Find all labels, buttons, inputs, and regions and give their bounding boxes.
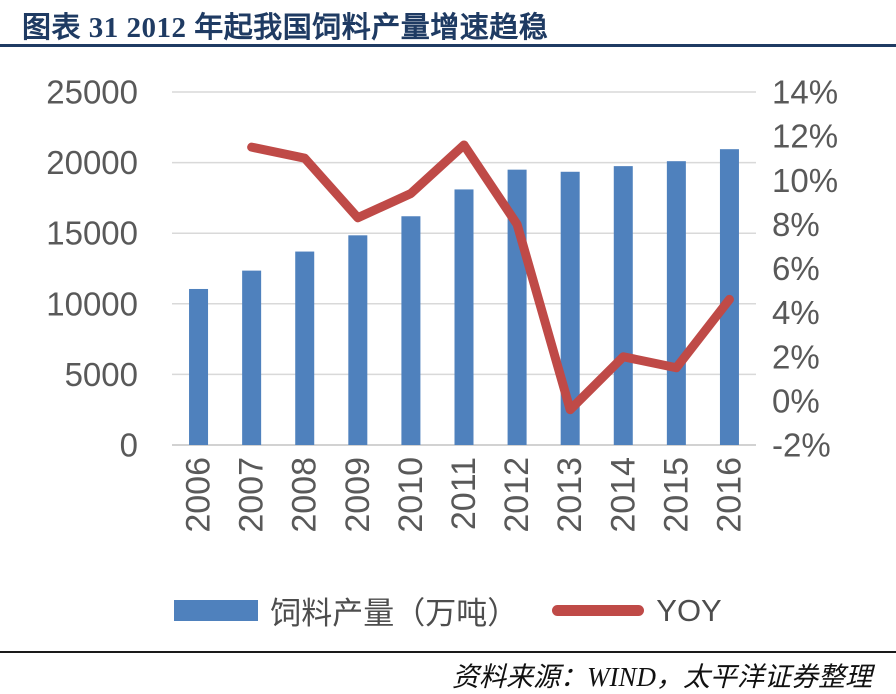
y-axis-right-tick: 2% — [772, 338, 820, 375]
bar-series-swatch — [174, 600, 259, 621]
data-source-note: 资料来源：WIND，太平洋证券整理 — [452, 662, 872, 692]
x-axis-label-2014: 2014 — [604, 457, 642, 533]
y-axis-right-tick: -2% — [772, 427, 831, 464]
y-axis-right-tick: 8% — [772, 206, 820, 243]
y-axis-left-tick: 0 — [120, 427, 138, 464]
legend-item-production: 饲料产量（万吨） — [174, 588, 518, 633]
x-axis-label-2011: 2011 — [445, 457, 483, 530]
y-axis-right-tick: 4% — [772, 294, 820, 331]
footer-divider — [0, 651, 896, 653]
bar-2013 — [560, 171, 580, 445]
line-series-label: YOY — [656, 592, 722, 628]
bar-2011 — [454, 189, 474, 445]
y-axis-right-tick: 10% — [772, 162, 838, 199]
title-underline — [0, 44, 896, 47]
line-series-swatch — [552, 605, 645, 616]
bar-2010 — [401, 216, 421, 445]
bar-2006 — [189, 288, 209, 445]
x-axis-label-2007: 2007 — [233, 457, 271, 533]
y-axis-left-tick: 10000 — [46, 285, 138, 322]
y-axis-left-tick: 15000 — [46, 215, 138, 252]
x-axis-label-2013: 2013 — [551, 457, 589, 533]
y-axis-right-tick: 14% — [772, 74, 838, 111]
yoy-line — [247, 140, 734, 415]
y-axis-left-tick: 20000 — [46, 144, 138, 181]
y-axis-right-tick: 12% — [772, 118, 838, 155]
x-axis-label-2015: 2015 — [657, 457, 695, 533]
x-axis-label-2008: 2008 — [286, 457, 324, 533]
x-axis-label-2010: 2010 — [392, 457, 430, 533]
chart-legend: 饲料产量（万吨） YOY — [0, 588, 896, 633]
chart-title: 图表 31 2012 年起我国饲料产量增速趋稳 — [22, 12, 549, 44]
x-axis-label-2012: 2012 — [498, 457, 536, 533]
x-axis-label-2009: 2009 — [339, 457, 377, 533]
bar-series-label: 饲料产量（万吨） — [270, 596, 519, 631]
y-axis-right-tick: 0% — [772, 382, 820, 419]
x-axis-label-2006: 2006 — [180, 457, 218, 533]
legend-item-yoy: YOY — [552, 592, 722, 629]
y-axis-left-tick: 5000 — [65, 356, 138, 393]
feed-production-chart: 0 5000 10000 15000 20000 25000 -2% 0% 2% 4% 6% 8% 10… — [46, 74, 838, 533]
bar-2014 — [613, 166, 633, 445]
bar-2007 — [242, 270, 262, 445]
bar-2015 — [666, 161, 686, 446]
y-axis-left-tick: 25000 — [46, 74, 138, 111]
x-axis-label-2016: 2016 — [710, 457, 748, 533]
bar-2009 — [348, 235, 368, 445]
bar-2008 — [295, 251, 315, 445]
y-axis-right-tick: 6% — [772, 250, 820, 287]
